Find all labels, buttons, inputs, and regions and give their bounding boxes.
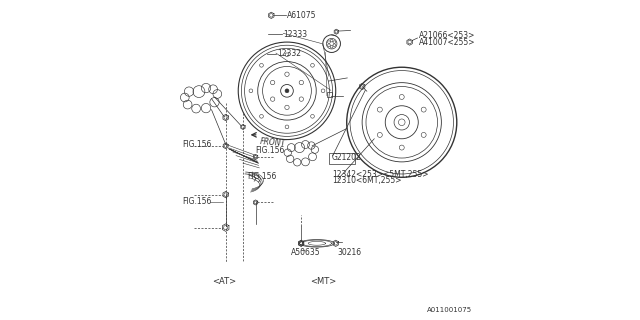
Text: <MT>: <MT> xyxy=(310,276,336,285)
Text: FRONT: FRONT xyxy=(260,137,286,148)
Text: A41007<255>: A41007<255> xyxy=(419,37,476,47)
Circle shape xyxy=(399,119,405,125)
Text: 12342<253><5MT,255>: 12342<253><5MT,255> xyxy=(332,170,428,179)
Text: 30216: 30216 xyxy=(337,248,362,257)
Text: G21202: G21202 xyxy=(332,153,362,162)
Text: FIG.156: FIG.156 xyxy=(247,172,276,181)
Text: 12310<6MT,255>: 12310<6MT,255> xyxy=(332,176,401,185)
Text: FIG.156: FIG.156 xyxy=(182,197,212,206)
Circle shape xyxy=(285,89,289,93)
Text: A61075: A61075 xyxy=(287,11,317,20)
Text: A011001075: A011001075 xyxy=(428,307,472,313)
Text: <AT>: <AT> xyxy=(212,276,236,285)
Text: FIG.156: FIG.156 xyxy=(255,146,285,155)
Text: A50635: A50635 xyxy=(291,248,321,257)
Text: FIG.156: FIG.156 xyxy=(182,140,212,149)
Text: 12332: 12332 xyxy=(277,49,301,58)
Text: 12333: 12333 xyxy=(284,30,307,39)
Bar xyxy=(327,92,332,97)
Text: A21066<253>: A21066<253> xyxy=(419,31,476,40)
